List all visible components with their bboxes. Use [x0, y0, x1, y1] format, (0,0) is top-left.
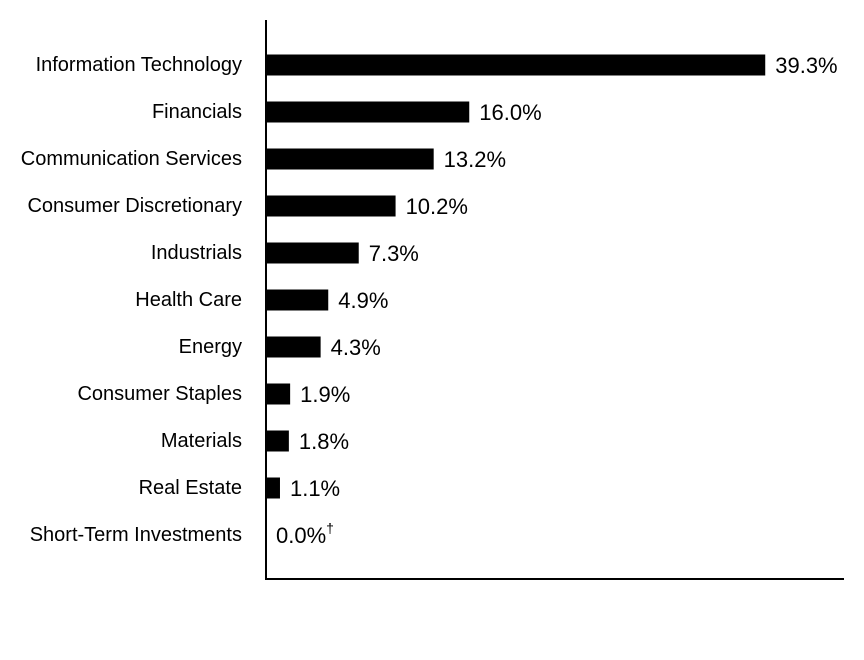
value-label: 4.3% [331, 335, 381, 360]
category-label: Communication Services [21, 148, 242, 170]
value-label: 7.3% [369, 241, 419, 266]
value-label: 1.9% [300, 382, 350, 407]
value-label: 13.2% [444, 147, 506, 172]
category-label: Health Care [135, 289, 242, 311]
category-label: Materials [161, 430, 242, 452]
value-label: 1.8% [299, 429, 349, 454]
category-label: Consumer Discretionary [27, 195, 242, 217]
value-text: 13.2% [444, 147, 506, 172]
footnote-marker: † [326, 520, 334, 536]
value-text: 4.3% [331, 335, 381, 360]
value-text: 1.8% [299, 429, 349, 454]
value-label: 10.2% [406, 194, 468, 219]
bar [266, 383, 291, 405]
value-label: 1.1% [290, 476, 340, 501]
category-label: Information Technology [36, 54, 242, 76]
value-text: 0.0% [276, 523, 326, 548]
bar [266, 336, 321, 358]
bar [266, 54, 766, 76]
category-label: Energy [179, 336, 242, 358]
bar [266, 430, 289, 452]
value-label: 39.3% [775, 53, 837, 78]
category-label: Consumer Staples [77, 383, 242, 405]
value-label: 0.0%† [276, 520, 334, 548]
value-text: 4.9% [338, 288, 388, 313]
bar [266, 101, 470, 123]
bar [266, 195, 396, 217]
value-text: 39.3% [775, 53, 837, 78]
value-text: 7.3% [369, 241, 419, 266]
category-label: Short-Term Investments [30, 524, 242, 546]
category-label: Industrials [151, 242, 242, 264]
bar [266, 242, 359, 264]
category-label: Real Estate [139, 477, 242, 499]
bar [266, 289, 329, 311]
value-text: 10.2% [406, 194, 468, 219]
value-label: 16.0% [479, 100, 541, 125]
value-label: 4.9% [338, 288, 388, 313]
bar [266, 148, 434, 170]
value-text: 1.9% [300, 382, 350, 407]
category-label: Financials [152, 101, 242, 123]
bars-layer [266, 54, 766, 499]
value-text: 16.0% [479, 100, 541, 125]
labels-layer: Information Technology 39.3% Financials 16.… [21, 53, 838, 548]
value-text: 1.1% [290, 476, 340, 501]
bar [266, 477, 280, 499]
